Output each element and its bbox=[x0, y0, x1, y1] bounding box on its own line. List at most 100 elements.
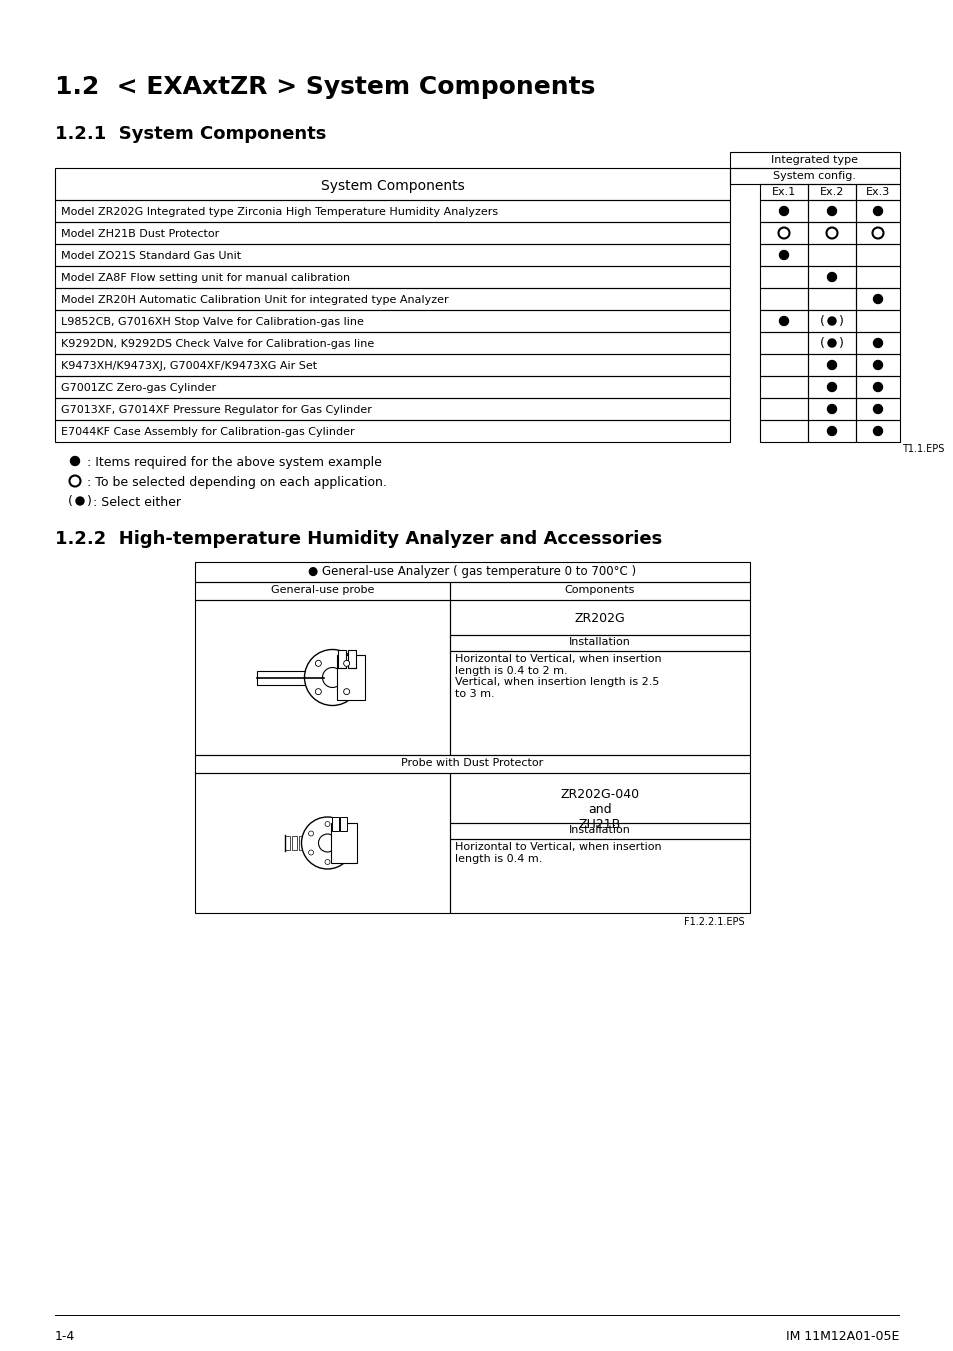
Text: Installation: Installation bbox=[569, 638, 630, 647]
Text: (: ( bbox=[820, 315, 824, 327]
Bar bbox=[807, 399, 855, 420]
Bar bbox=[760, 420, 807, 442]
Bar bbox=[729, 168, 899, 184]
Text: T1.1.EPS: T1.1.EPS bbox=[901, 444, 943, 454]
Circle shape bbox=[873, 404, 882, 413]
Circle shape bbox=[76, 497, 84, 505]
Bar bbox=[337, 655, 365, 700]
Text: ): ) bbox=[838, 336, 843, 350]
Text: 1.2.1  System Components: 1.2.1 System Components bbox=[55, 126, 326, 143]
Text: Ex.2: Ex.2 bbox=[819, 186, 843, 197]
Text: K9473XH/K9473XJ, G7004XF/K9473XG Air Set: K9473XH/K9473XJ, G7004XF/K9473XG Air Set bbox=[61, 361, 316, 372]
Bar bbox=[293, 836, 297, 850]
Bar bbox=[807, 420, 855, 442]
Circle shape bbox=[827, 317, 835, 326]
Bar bbox=[55, 399, 729, 420]
Text: ZR202G-040
and
ZH21B: ZR202G-040 and ZH21B bbox=[559, 788, 639, 831]
Bar bbox=[340, 817, 347, 831]
Text: : Items required for the above system example: : Items required for the above system ex… bbox=[87, 457, 381, 469]
Bar bbox=[194, 582, 450, 600]
Bar bbox=[314, 836, 318, 850]
Bar bbox=[807, 332, 855, 354]
Circle shape bbox=[301, 817, 354, 869]
Bar bbox=[807, 184, 855, 200]
Circle shape bbox=[779, 250, 788, 259]
Bar bbox=[194, 755, 749, 773]
Text: General-use probe: General-use probe bbox=[271, 585, 374, 594]
Bar bbox=[807, 266, 855, 288]
Text: ● General-use Analyzer ( gas temperature 0 to 700°C ): ● General-use Analyzer ( gas temperature… bbox=[308, 565, 636, 578]
Bar bbox=[450, 635, 749, 651]
Circle shape bbox=[779, 316, 788, 326]
Circle shape bbox=[341, 831, 346, 836]
Circle shape bbox=[322, 667, 342, 688]
Circle shape bbox=[315, 661, 321, 666]
Bar bbox=[855, 420, 899, 442]
Bar bbox=[450, 582, 749, 600]
Text: F1.2.2.1.EPS: F1.2.2.1.EPS bbox=[683, 917, 744, 927]
Bar bbox=[807, 200, 855, 222]
Circle shape bbox=[873, 207, 882, 216]
Text: : Select either: : Select either bbox=[92, 496, 181, 509]
Bar bbox=[855, 200, 899, 222]
Text: Ex.3: Ex.3 bbox=[865, 186, 889, 197]
Bar bbox=[760, 332, 807, 354]
Bar bbox=[760, 309, 807, 332]
Text: System Components: System Components bbox=[320, 178, 464, 193]
Circle shape bbox=[826, 382, 836, 392]
Text: Installation: Installation bbox=[569, 825, 630, 835]
Text: Model ZH21B Dust Protector: Model ZH21B Dust Protector bbox=[61, 230, 219, 239]
Bar bbox=[450, 823, 749, 839]
Text: 1.2  < EXAxtZR > System Components: 1.2 < EXAxtZR > System Components bbox=[55, 76, 595, 99]
Circle shape bbox=[873, 361, 882, 370]
Bar bbox=[55, 354, 729, 376]
Bar bbox=[257, 670, 324, 685]
Text: Probe with Dust Protector: Probe with Dust Protector bbox=[401, 758, 543, 767]
Bar bbox=[450, 651, 749, 755]
Circle shape bbox=[343, 661, 350, 666]
Bar bbox=[331, 823, 357, 863]
Bar bbox=[55, 266, 729, 288]
Bar bbox=[338, 650, 346, 667]
Bar bbox=[760, 245, 807, 266]
Bar bbox=[855, 376, 899, 399]
Bar bbox=[855, 399, 899, 420]
Circle shape bbox=[825, 227, 837, 239]
Bar bbox=[855, 266, 899, 288]
Text: ): ) bbox=[838, 315, 843, 327]
Text: L9852CB, G7016XH Stop Valve for Calibration-gas line: L9852CB, G7016XH Stop Valve for Calibrat… bbox=[61, 317, 363, 327]
Text: ZR202G: ZR202G bbox=[574, 612, 625, 626]
Bar bbox=[320, 836, 325, 850]
Text: Components: Components bbox=[564, 585, 635, 594]
Circle shape bbox=[779, 207, 788, 216]
Bar bbox=[807, 222, 855, 245]
Text: IM 11M12A01-05E: IM 11M12A01-05E bbox=[785, 1329, 898, 1343]
Circle shape bbox=[826, 427, 836, 435]
Circle shape bbox=[826, 207, 836, 216]
Bar bbox=[450, 839, 749, 913]
Bar bbox=[760, 222, 807, 245]
Bar bbox=[55, 420, 729, 442]
Bar bbox=[194, 773, 450, 913]
Text: E7044KF Case Assembly for Calibration-gas Cylinder: E7044KF Case Assembly for Calibration-ga… bbox=[61, 427, 355, 436]
Text: (: ( bbox=[820, 336, 824, 350]
Text: G7001ZC Zero-gas Cylinder: G7001ZC Zero-gas Cylinder bbox=[61, 382, 216, 393]
Bar bbox=[194, 600, 450, 755]
Text: Model ZR20H Automatic Calibration Unit for integrated type Analyzer: Model ZR20H Automatic Calibration Unit f… bbox=[61, 295, 448, 305]
Bar bbox=[55, 168, 729, 200]
Bar bbox=[55, 288, 729, 309]
Bar bbox=[760, 184, 807, 200]
Circle shape bbox=[70, 476, 80, 486]
Text: Model ZA8F Flow setting unit for manual calibration: Model ZA8F Flow setting unit for manual … bbox=[61, 273, 350, 282]
Circle shape bbox=[343, 689, 350, 694]
Circle shape bbox=[778, 227, 789, 239]
Circle shape bbox=[827, 339, 835, 347]
Bar bbox=[55, 245, 729, 266]
Bar bbox=[855, 332, 899, 354]
Text: Ex.1: Ex.1 bbox=[771, 186, 796, 197]
Bar bbox=[855, 288, 899, 309]
Bar bbox=[760, 266, 807, 288]
Circle shape bbox=[873, 339, 882, 347]
Bar bbox=[299, 836, 304, 850]
Bar bbox=[760, 288, 807, 309]
